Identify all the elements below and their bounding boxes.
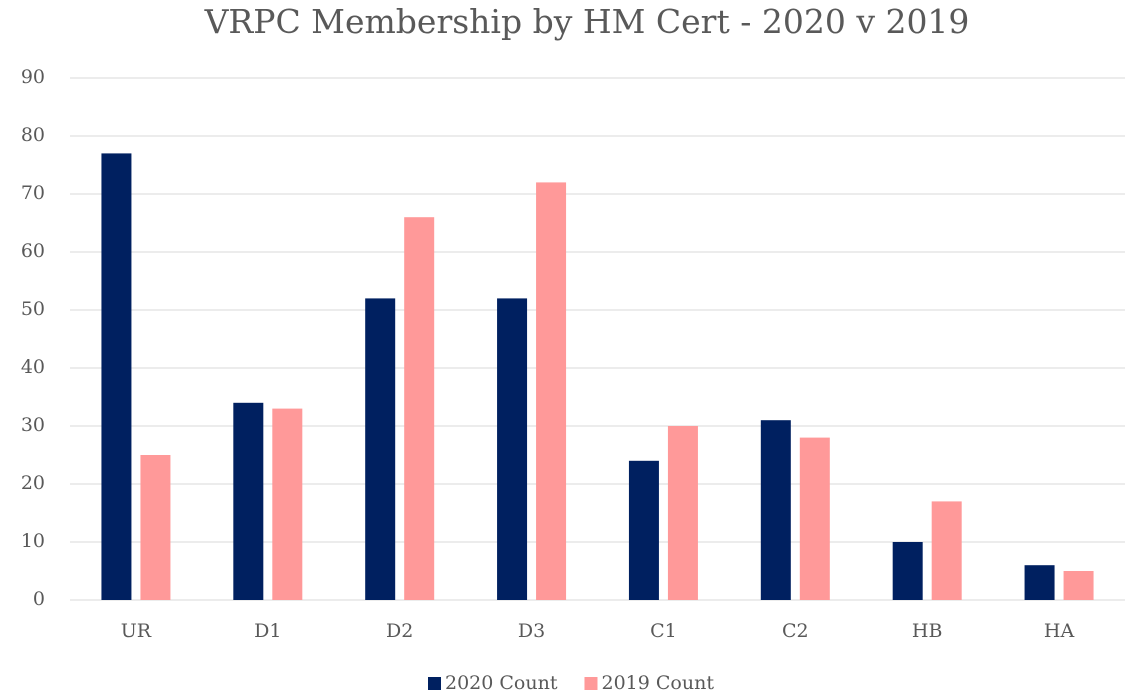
x-tick-label: HB	[912, 620, 943, 642]
x-tick-label: UR	[121, 620, 152, 642]
y-tick-label: 20	[21, 472, 45, 494]
bar	[497, 298, 528, 600]
bar	[233, 402, 264, 600]
y-tick-label: 60	[21, 240, 45, 262]
legend-label: 2020 Count	[445, 672, 558, 694]
bar	[365, 298, 396, 600]
bar	[931, 501, 962, 600]
bar	[892, 542, 923, 600]
bar	[101, 153, 132, 600]
bar	[272, 408, 303, 600]
x-tick-label: D1	[254, 620, 281, 642]
y-tick-label: 0	[33, 588, 45, 610]
bar	[628, 460, 659, 600]
bar	[1024, 565, 1055, 600]
x-tick-label: C2	[782, 620, 809, 642]
bar	[667, 426, 698, 600]
bar	[536, 182, 567, 600]
y-tick-label: 80	[21, 124, 45, 146]
bar	[1063, 571, 1094, 600]
chart-title: VRPC Membership by HM Cert - 2020 v 2019	[204, 2, 970, 41]
y-tick-label: 50	[21, 298, 45, 320]
y-tick-label: 30	[21, 414, 45, 436]
x-tick-label: D3	[518, 620, 545, 642]
bar	[404, 217, 435, 600]
y-tick-label: 10	[21, 530, 45, 552]
bar	[799, 437, 830, 600]
y-tick-label: 70	[21, 182, 45, 204]
bar	[140, 455, 171, 600]
x-tick-label: D2	[386, 620, 413, 642]
legend-label: 2019 Count	[601, 672, 714, 694]
y-tick-label: 40	[21, 356, 45, 378]
x-tick-label: HA	[1044, 620, 1075, 642]
legend-swatch	[584, 677, 598, 690]
legend-swatch	[428, 677, 441, 690]
bar	[760, 420, 791, 600]
y-tick-label: 90	[21, 66, 45, 88]
x-tick-label: C1	[650, 620, 677, 642]
